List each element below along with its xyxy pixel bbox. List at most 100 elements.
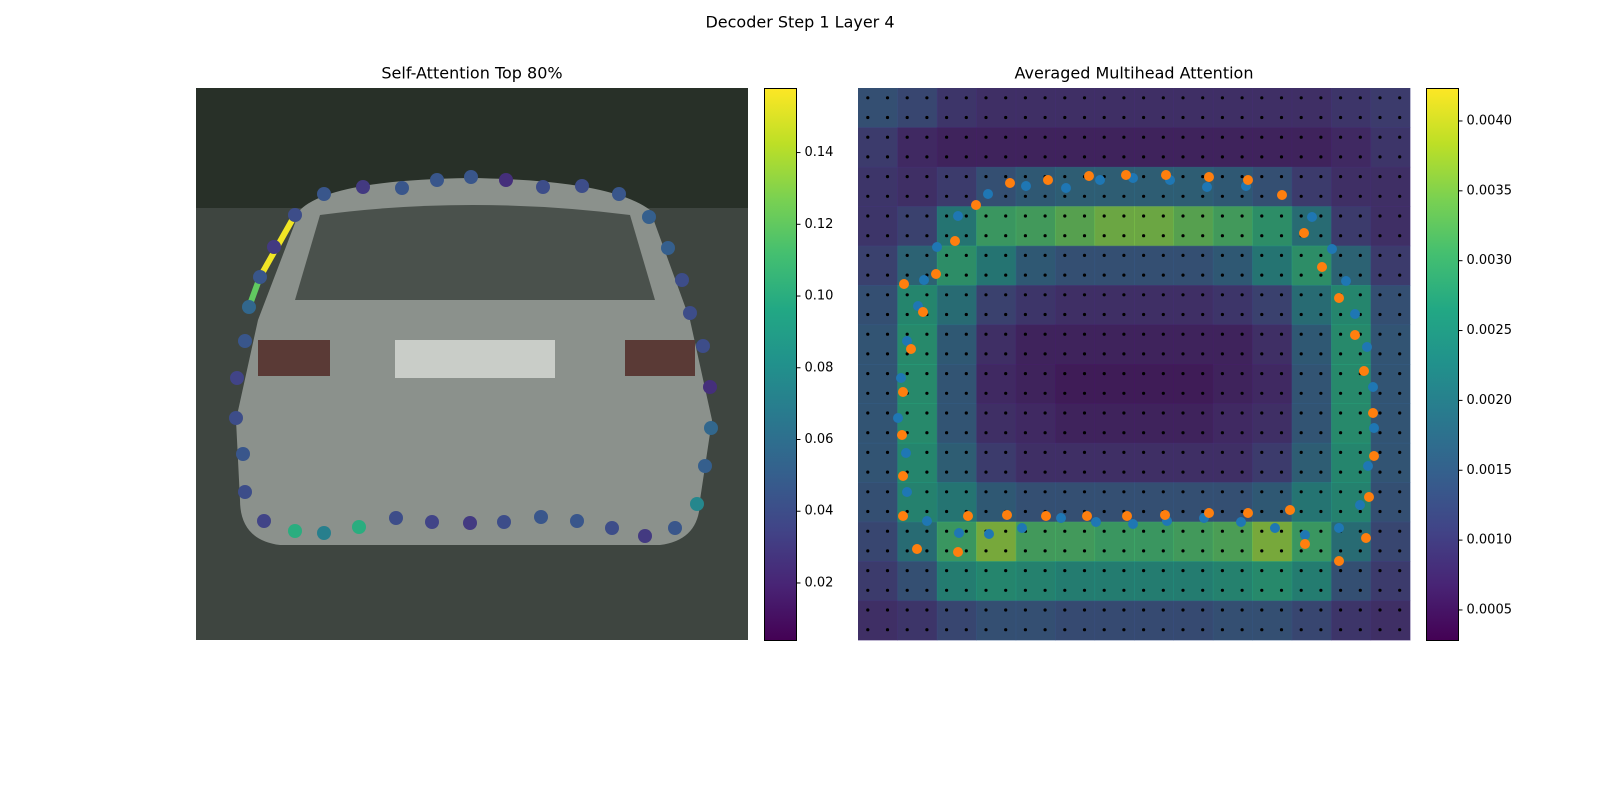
grid-dot (1142, 175, 1146, 179)
attention-point (230, 371, 244, 385)
grid-dot (885, 273, 890, 277)
grid-dot (1279, 569, 1284, 573)
grid-dot (1279, 253, 1284, 257)
point (950, 236, 960, 246)
grid-dot (1043, 588, 1047, 592)
grid-dot (1201, 293, 1205, 297)
grid-dot (945, 569, 949, 573)
heatmap-cell (897, 127, 938, 168)
grid-dot (1240, 569, 1244, 573)
attention-point (704, 421, 718, 435)
grid-dot (1240, 588, 1244, 592)
grid-dot (1260, 155, 1264, 159)
grid-dot (1043, 470, 1047, 474)
grid-dot (1004, 628, 1008, 632)
grid-dot (1082, 450, 1087, 454)
grid-dot (1299, 372, 1303, 376)
grid-dot (925, 431, 929, 435)
grid-dot (1142, 470, 1146, 474)
point (1334, 523, 1344, 533)
grid-dot (885, 194, 890, 198)
grid-dot (1319, 194, 1323, 198)
heatmap-cell (858, 482, 898, 523)
grid-dot (1063, 490, 1067, 494)
grid-dot (1220, 490, 1224, 494)
grid-dot (866, 529, 870, 533)
point (953, 211, 963, 221)
grid-dot (1319, 273, 1323, 277)
grid-dot (1102, 509, 1106, 514)
grid-dot (925, 175, 929, 179)
heatmap-cell (1055, 245, 1096, 286)
heatmap-cell (1055, 88, 1096, 128)
grid-dot (1260, 509, 1264, 514)
grid-dot (1319, 549, 1323, 553)
grid-dot (1378, 312, 1382, 317)
grid-dot (1161, 628, 1165, 632)
grid-dot (984, 115, 988, 120)
attention-point (317, 526, 331, 540)
grid-dot (1201, 352, 1205, 356)
grid-dot (885, 96, 890, 100)
grid-dot (1161, 155, 1165, 159)
point (1061, 183, 1071, 193)
grid-dot (1260, 194, 1264, 198)
grid-dot (925, 391, 929, 395)
grid-dot (984, 411, 988, 415)
grid-dot (1023, 431, 1027, 435)
grid-dot (1319, 293, 1323, 297)
grid-dot (984, 175, 988, 179)
grid-dot (1201, 332, 1205, 336)
point (1341, 276, 1351, 286)
grid-dot (1378, 509, 1382, 514)
grid-dot (1378, 253, 1382, 257)
grid-dot (984, 391, 988, 395)
grid-dot (1181, 115, 1185, 120)
heatmap-cell (1331, 482, 1372, 523)
grid-dot (1102, 332, 1106, 336)
grid-dot (1201, 569, 1205, 573)
grid-dot (1102, 549, 1106, 553)
heatmap-cell (897, 561, 938, 602)
heatmap-cell (897, 88, 938, 128)
heatmap-cell (1094, 561, 1135, 602)
heatmap-cell (1055, 442, 1096, 483)
point (1236, 517, 1246, 527)
grid-dot (1279, 96, 1284, 100)
grid-dot (1339, 253, 1343, 257)
grid-dot (964, 352, 968, 356)
grid-dot (1023, 234, 1027, 238)
grid-dot (1319, 155, 1323, 159)
grid-dot (945, 450, 949, 454)
grid-dot (1299, 431, 1303, 435)
grid-dot (945, 253, 949, 257)
grid-dot (1260, 352, 1264, 356)
attention-point (352, 520, 366, 534)
grid-dot (866, 175, 870, 179)
point (1361, 533, 1371, 543)
grid-dot (1122, 608, 1126, 612)
point (918, 307, 928, 317)
grid-dot (945, 411, 949, 415)
grid-dot (1279, 490, 1284, 494)
grid-dot (1339, 96, 1343, 100)
attention-point (463, 516, 477, 530)
grid-dot (1378, 628, 1382, 632)
attention-point (605, 521, 619, 535)
grid-dot (885, 628, 890, 632)
grid-dot (1181, 529, 1185, 533)
colorbar-tick-label: 0.02 (805, 575, 834, 590)
grid-dot (1181, 628, 1185, 632)
grid-dot (866, 450, 870, 454)
grid-dot (1082, 352, 1087, 356)
grid-dot (1240, 293, 1244, 297)
grid-dot (1181, 253, 1185, 257)
attention-point (703, 380, 717, 394)
heatmap-cell (976, 206, 1017, 247)
grid-dot (1102, 214, 1106, 218)
grid-dot (905, 569, 909, 573)
grid-dot (1319, 569, 1323, 573)
grid-dot (1240, 332, 1244, 336)
grid-dot (1279, 234, 1284, 238)
grid-dot (1122, 273, 1126, 277)
